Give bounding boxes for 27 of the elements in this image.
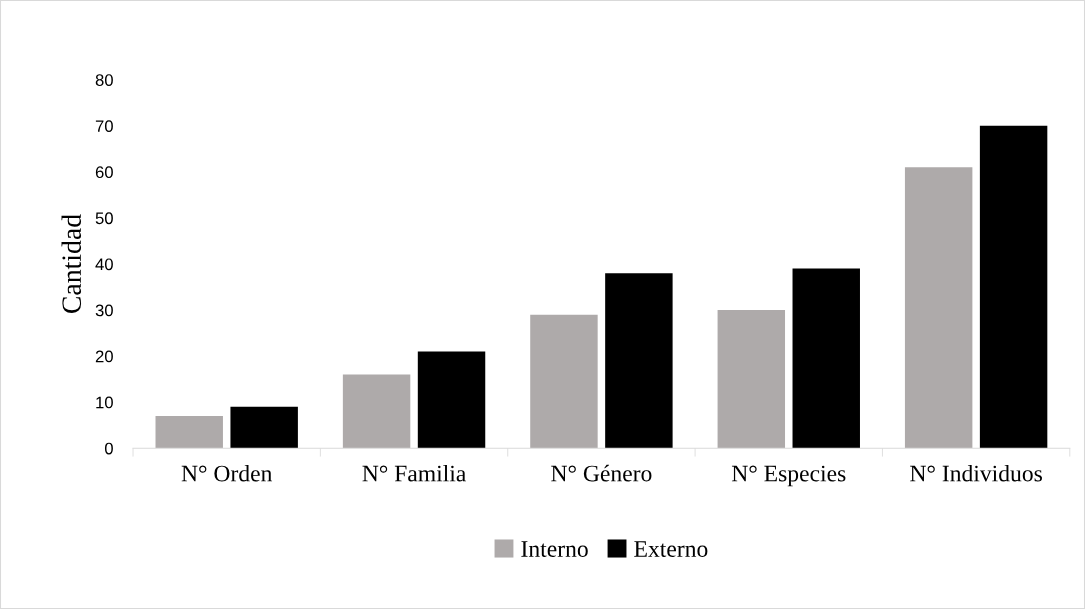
bar	[530, 314, 598, 449]
y-tick-label: 40	[95, 258, 113, 271]
bar	[979, 125, 1048, 449]
bar	[155, 415, 223, 449]
x-tick-label: N° Orden	[181, 464, 273, 482]
y-tick-label: 30	[95, 304, 113, 317]
bar	[417, 351, 486, 449]
bar	[342, 374, 411, 449]
y-axis-title: Cantidad	[61, 214, 82, 314]
bar	[230, 406, 298, 449]
y-tick-label: 10	[96, 396, 113, 409]
legend-label: Interno	[521, 541, 588, 557]
bar	[605, 273, 673, 449]
x-tick-label: N° Familia	[362, 464, 466, 482]
x-tick-label: N° Género	[551, 464, 652, 482]
y-tick-label: 50	[95, 212, 113, 225]
bar	[717, 310, 786, 449]
y-tick-label: 80	[95, 74, 113, 86]
bar	[792, 268, 860, 449]
y-tick-label: 70	[95, 120, 113, 133]
x-tick-label: N° Individuos	[910, 464, 1042, 482]
legend-label: Externo	[634, 541, 708, 557]
y-tick-label: 20	[95, 350, 113, 363]
y-tick-label: 60	[95, 166, 113, 179]
y-tick-label: 0	[104, 442, 113, 455]
x-tick-label: N° Especies	[731, 465, 846, 487]
bar	[904, 167, 973, 449]
